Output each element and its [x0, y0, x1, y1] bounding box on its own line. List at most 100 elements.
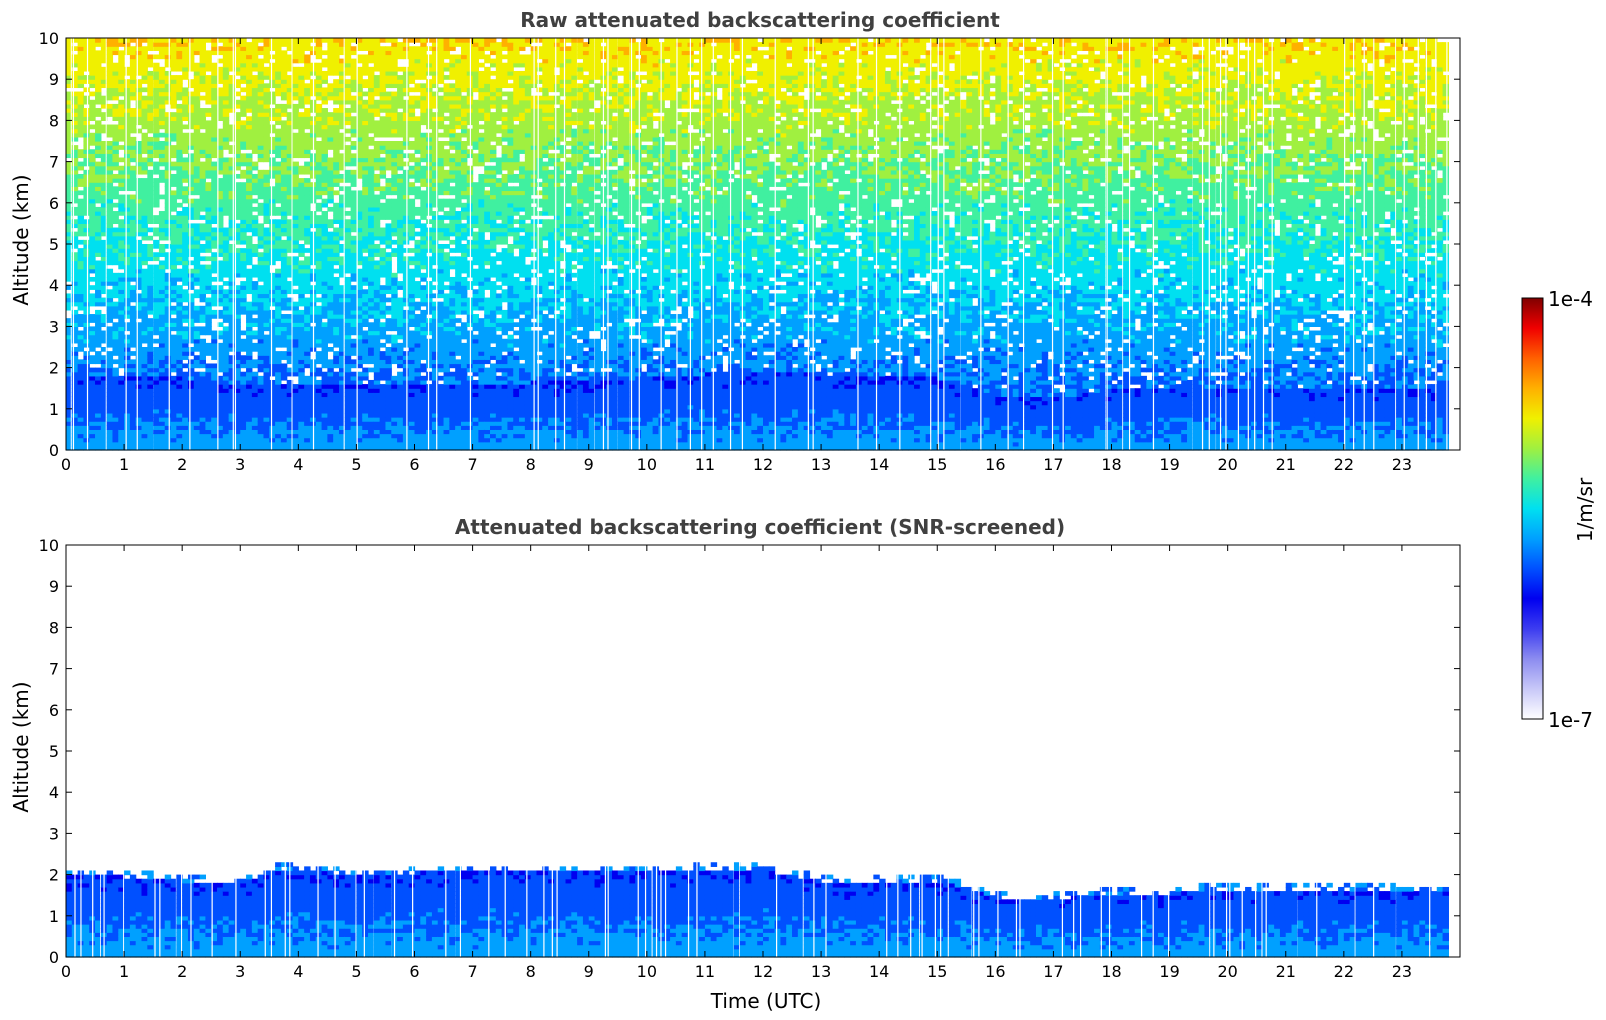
heat-cell	[246, 314, 252, 319]
heat-cell	[327, 83, 333, 88]
heat-cell	[147, 38, 153, 43]
heat-cell	[246, 273, 252, 278]
heat-cell	[362, 215, 368, 220]
heat-cell	[205, 141, 211, 146]
heat-cell	[380, 405, 386, 410]
heat-cell	[83, 38, 89, 43]
heat-cell	[229, 228, 235, 233]
heat-cell	[304, 335, 310, 340]
heat-cell	[298, 310, 304, 315]
heat-cell	[211, 409, 217, 414]
heat-cell	[304, 145, 310, 150]
heat-cell	[316, 129, 322, 134]
heat-cell	[316, 326, 322, 331]
heat-cell	[316, 265, 322, 270]
heat-cell	[182, 170, 188, 175]
heat-cell	[275, 67, 281, 72]
heat-cell	[118, 343, 124, 348]
heat-cell	[194, 405, 200, 410]
heat-cell	[304, 318, 310, 323]
heat-cell	[351, 83, 357, 88]
heat-cell	[112, 104, 118, 109]
heat-cell	[252, 281, 258, 286]
heat-cell	[159, 170, 165, 175]
heat-cell	[72, 293, 78, 298]
heat-cell	[124, 186, 130, 191]
heat-cell	[118, 116, 124, 121]
heat-cell	[345, 170, 351, 175]
heat-cell	[223, 92, 229, 97]
heat-cell	[107, 413, 113, 418]
heat-cell	[176, 79, 182, 84]
heat-cell	[205, 63, 211, 68]
heat-cell	[112, 46, 118, 51]
heat-cell	[246, 306, 252, 311]
heat-cell	[223, 182, 229, 187]
heat-cell	[194, 170, 200, 175]
heat-cell	[281, 388, 287, 393]
heat-cell	[252, 129, 258, 134]
heat-cell	[380, 401, 386, 406]
heat-cell	[240, 425, 246, 430]
heat-cell	[153, 363, 159, 368]
heat-cell	[205, 442, 211, 447]
heat-cell	[194, 252, 200, 257]
heat-cell	[165, 302, 171, 307]
heat-cell	[316, 306, 322, 311]
heat-cell	[194, 162, 200, 167]
heat-cell	[171, 166, 177, 171]
heat-cell	[345, 417, 351, 422]
heat-cell	[182, 71, 188, 76]
heat-cell	[327, 162, 333, 167]
heat-cell	[72, 265, 78, 270]
heat-cell	[124, 120, 130, 125]
heat-cell	[176, 149, 182, 154]
heat-cell	[176, 129, 182, 134]
heat-cell	[333, 112, 339, 117]
heat-cell	[142, 228, 148, 233]
heat-cell	[293, 339, 299, 344]
heat-cell	[142, 223, 148, 228]
heat-cell	[263, 376, 269, 381]
heat-cell	[78, 71, 84, 76]
heat-cell	[147, 83, 153, 88]
heat-cell	[304, 186, 310, 191]
heat-cell	[362, 425, 368, 430]
heat-cell	[345, 223, 351, 228]
heat-cell	[298, 79, 304, 84]
heat-cell	[293, 396, 299, 401]
heat-cell	[258, 137, 264, 142]
heat-cell	[112, 203, 118, 208]
heat-cell	[246, 339, 252, 344]
heat-cell	[380, 120, 386, 125]
heat-cell	[293, 108, 299, 113]
heat-cell	[124, 92, 130, 97]
heat-cell	[223, 100, 229, 105]
heat-cell	[211, 302, 217, 307]
heat-cell	[95, 405, 101, 410]
heat-cell	[298, 186, 304, 191]
heat-cell	[211, 405, 217, 410]
heat-cell	[333, 351, 339, 356]
heat-cell	[275, 71, 281, 76]
heat-cell	[281, 67, 287, 72]
heat-cell	[107, 141, 113, 146]
heat-cell	[223, 405, 229, 410]
heat-cell	[211, 219, 217, 224]
heat-cell	[223, 302, 229, 307]
heat-cell	[362, 153, 368, 158]
heat-cell	[118, 318, 124, 323]
heat-cell	[95, 368, 101, 373]
heat-cell	[188, 228, 194, 233]
heat-cell	[258, 108, 264, 113]
heat-cell	[153, 289, 159, 294]
heat-cell	[194, 326, 200, 331]
heat-cell	[124, 104, 130, 109]
heat-cell	[95, 149, 101, 154]
heat-cell	[351, 401, 357, 406]
heat-cell	[72, 417, 78, 422]
heat-cell	[211, 96, 217, 101]
heat-cell	[130, 240, 136, 245]
heat-cell	[252, 331, 258, 336]
